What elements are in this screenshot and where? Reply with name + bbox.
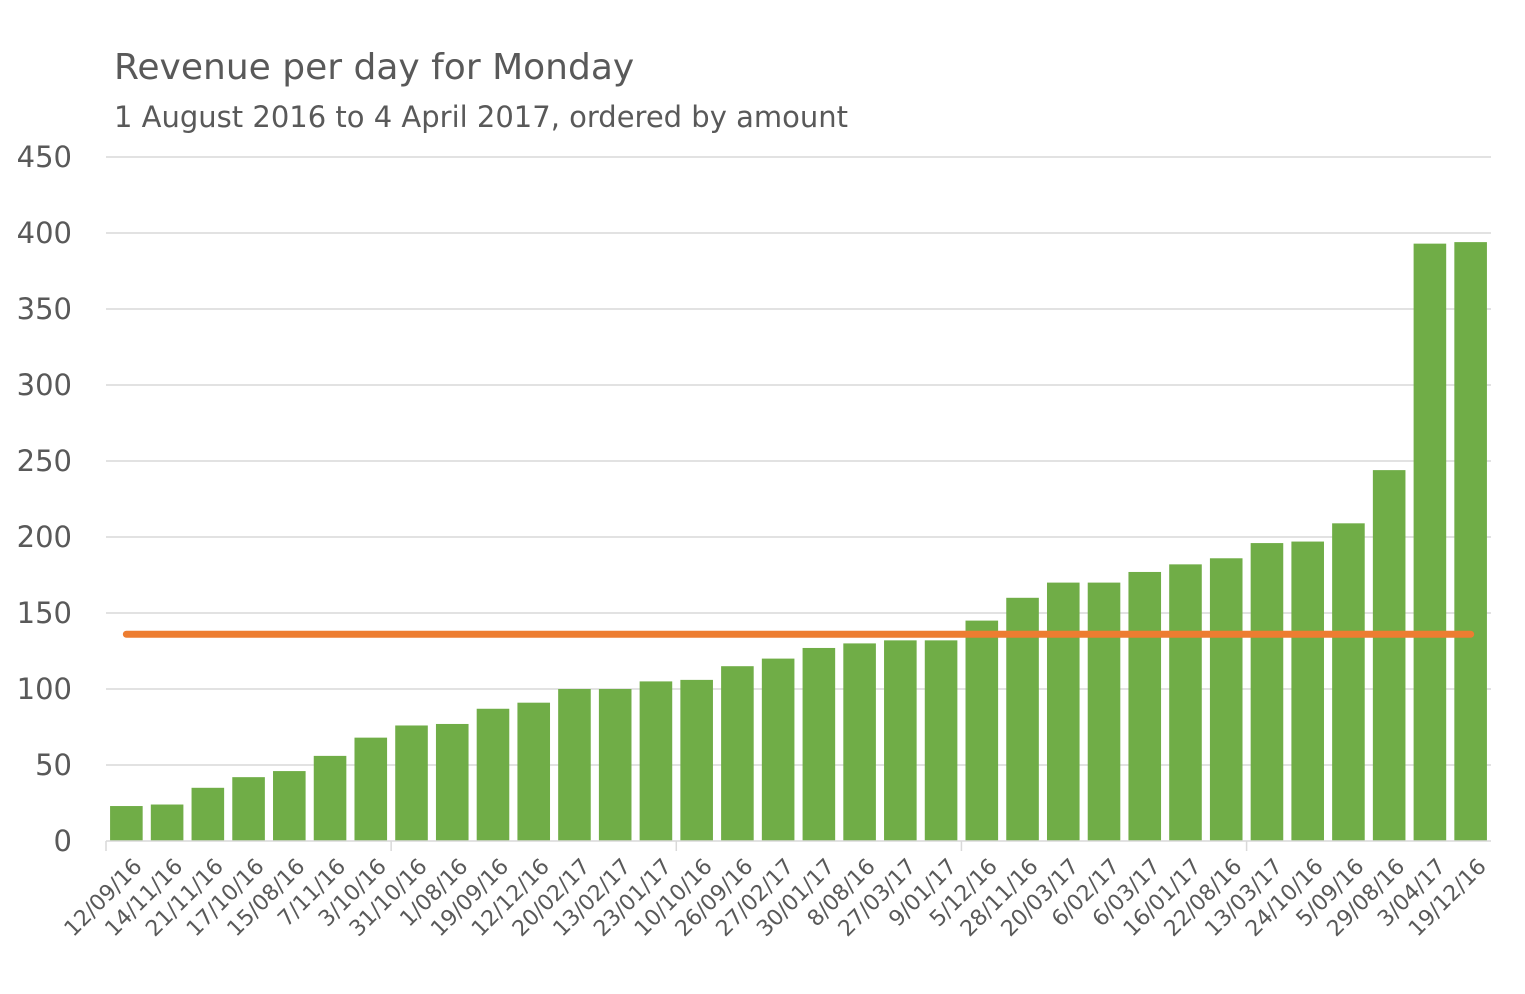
bar [1332,523,1365,841]
y-tick-label: 50 [35,748,72,782]
bar [1372,470,1406,841]
bar [110,806,143,841]
bar [1169,564,1202,841]
bar [435,723,469,841]
y-tick-label: 400 [17,216,72,250]
bar [884,640,917,841]
y-tick-label: 150 [17,596,72,630]
bar [1087,582,1121,841]
bar [1209,558,1243,841]
y-tick-label: 300 [17,368,72,402]
x-axis-tick-labels: 12/09/1614/11/1621/11/1617/10/1615/08/16… [60,854,1492,942]
bar [273,771,306,841]
bar [1291,541,1324,841]
gridlines [106,156,1491,766]
bar [1454,242,1487,841]
chart-subtitle: 1 August 2016 to 4 April 2017, ordered b… [114,100,848,134]
bar [395,725,428,841]
bar [1046,582,1080,841]
y-axis-ticks: 0 50 100 150 200 250 300 350 400 450 [17,140,72,858]
bar [843,643,876,841]
bar [761,658,795,841]
bar [721,666,754,841]
y-tick-label: 100 [17,672,72,706]
bar [680,679,713,841]
bar [965,620,999,841]
bar [639,681,673,841]
bar [558,689,591,841]
bar [232,777,265,841]
y-tick-label: 200 [17,520,72,554]
bar [1413,243,1447,841]
bar [476,708,510,841]
bar [1006,597,1039,841]
bar [517,702,551,841]
x-axis [105,840,1491,851]
bar [802,647,836,841]
y-tick-label: 350 [17,292,72,326]
y-tick-label: 250 [17,444,72,478]
bar-series [110,242,1487,841]
y-tick-label: 450 [17,140,72,174]
chart-title: Revenue per day for Monday [114,47,634,88]
bar [1128,571,1162,841]
y-tick-label: 0 [54,824,72,858]
bar [924,640,958,841]
bar [1250,543,1284,841]
bar [313,755,347,841]
bar [598,689,632,841]
bar [354,737,388,841]
bar [191,787,225,841]
bar [150,804,184,841]
